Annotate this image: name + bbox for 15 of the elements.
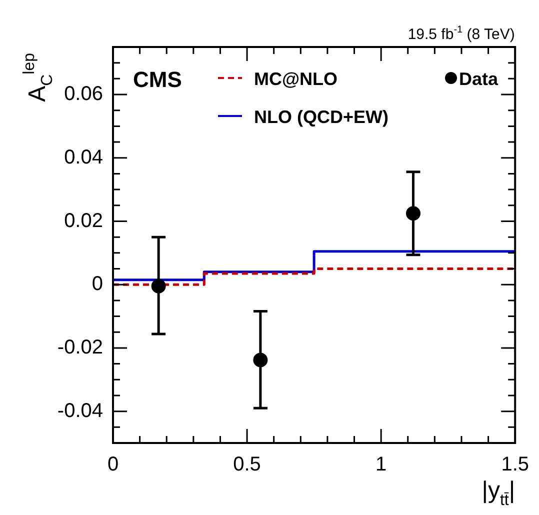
legend-label: NLO (QCD+EW): [254, 107, 388, 127]
x-tick-label: 1: [376, 454, 387, 476]
y-tick-label: 0.02: [64, 210, 103, 232]
y-tick-label: 0.06: [64, 83, 103, 106]
legend-label: MC@NLO: [254, 69, 338, 89]
y-tick-label: -0.04: [57, 400, 103, 422]
annotation: CMS: [133, 67, 182, 92]
y-tick-label: 0.04: [64, 146, 103, 168]
x-tick-label: 0: [107, 454, 119, 476]
y-tick-label: -0.02: [57, 336, 103, 358]
x-tick-label: 1.5: [501, 454, 530, 476]
y-axis-title: AClep: [21, 52, 56, 102]
y-tick-label: 0: [92, 273, 103, 296]
legend-label: Data: [459, 69, 500, 89]
x-tick-label: 0.5: [233, 454, 261, 476]
